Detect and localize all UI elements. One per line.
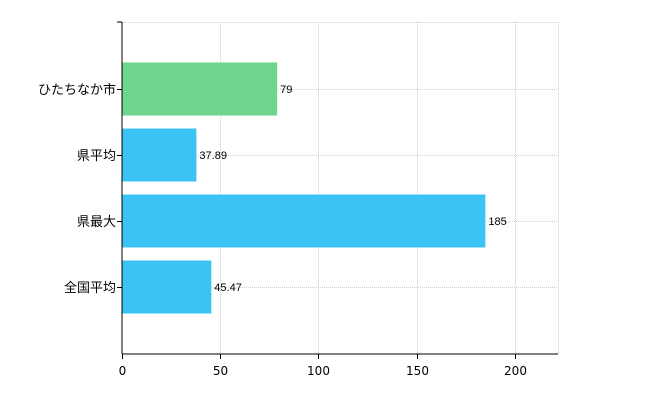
x-tick-label: 150 xyxy=(406,364,429,378)
category-label: 県平均 xyxy=(77,149,116,164)
x-tick-label: 0 xyxy=(119,364,127,378)
data-label: 185 xyxy=(488,216,506,228)
x-tick-label: 200 xyxy=(504,364,527,378)
x-tick-label: 50 xyxy=(213,364,228,378)
axes xyxy=(117,21,558,359)
labels: 0 50 100 150 200 79 ひたちなか市 37.89 県平均 185 県最大 45.47 全… xyxy=(38,82,527,378)
bar xyxy=(122,260,212,314)
category-label: 全国平均 xyxy=(64,280,116,296)
x-tick-label: 100 xyxy=(307,364,330,378)
category-label: ひたちなか市 xyxy=(38,82,116,98)
bar xyxy=(122,128,197,182)
category-label: 県最大 xyxy=(77,215,116,230)
data-label: 79 xyxy=(280,84,292,96)
data-label: 45.47 xyxy=(214,282,242,294)
data-label: 37.89 xyxy=(199,150,227,162)
bar xyxy=(122,194,486,248)
bars xyxy=(122,62,486,314)
bar xyxy=(122,62,278,116)
